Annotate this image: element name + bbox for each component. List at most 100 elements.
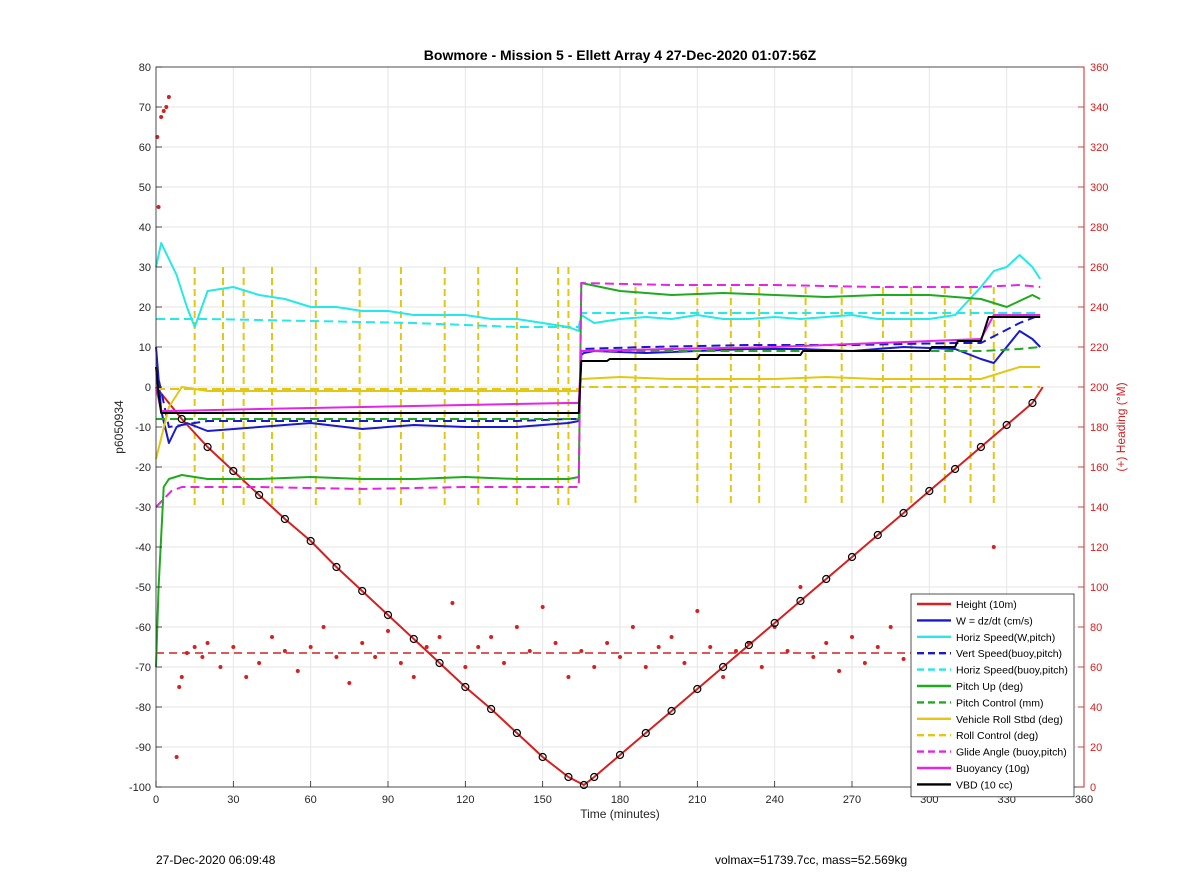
height-marker	[873, 530, 882, 540]
y-tick-label: -40	[135, 542, 151, 554]
height-marker	[615, 750, 625, 760]
height-marker	[925, 486, 934, 496]
x-tick-label: 180	[611, 794, 629, 806]
heading-point	[605, 641, 610, 645]
chart-title: Bowmore - Mission 5 - Ellett Array 4 27-…	[424, 47, 817, 63]
legend-label: Roll Control (deg)	[956, 730, 1038, 742]
heading-point	[656, 645, 661, 649]
height-marker	[770, 618, 779, 628]
y-tick-label: -20	[135, 462, 151, 474]
y2-tick-label: 80	[1090, 622, 1102, 634]
x-tick-label: 270	[843, 794, 861, 806]
series-line-w-dz-dt-cm-s	[155, 330, 1041, 444]
height-marker	[693, 684, 702, 694]
y2-tick-label: 280	[1090, 222, 1108, 234]
legend-label: Vert Speed(buoy,pitch)	[956, 648, 1062, 660]
y2-tick-label: 220	[1090, 342, 1108, 354]
heading-point	[514, 625, 519, 629]
height-marker	[744, 640, 753, 650]
heading-point	[161, 109, 166, 113]
series-line-horiz-speed-buoy-pitch	[156, 312, 1041, 328]
footer-timestamp: 27-Dec-2020 06:09:48	[156, 853, 276, 867]
heading-point	[721, 675, 726, 679]
heading-point	[708, 645, 713, 649]
heading-point	[888, 625, 893, 629]
heading-point	[901, 657, 906, 661]
y-tick-label: 40	[139, 222, 151, 234]
heading-point	[463, 665, 468, 669]
legend-label: Vehicle Roll Stbd (deg)	[956, 714, 1063, 726]
y2-tick-label: 40	[1090, 702, 1102, 714]
legend-label: Height (10m)	[956, 599, 1017, 611]
height-marker	[306, 536, 315, 546]
heading-point	[164, 105, 169, 109]
heading-point	[200, 655, 205, 659]
series-line-glide-angle-buoy-pitch	[155, 282, 1041, 508]
y2-tick-label: 140	[1090, 502, 1108, 514]
x-tick-label: 0	[153, 794, 159, 806]
y-tick-label: 20	[139, 302, 151, 314]
heading-point	[179, 675, 184, 679]
height-marker	[822, 574, 831, 584]
height-marker	[461, 682, 470, 692]
height-marker	[255, 490, 264, 500]
legend-box	[910, 593, 1075, 798]
height-marker	[203, 442, 212, 452]
heading-point	[282, 649, 287, 653]
footer-info: volmax=51739.7cc, mass=52.569kg	[715, 853, 908, 867]
x-tick-label: 240	[765, 794, 783, 806]
height-marker	[641, 728, 650, 738]
heading-point	[553, 641, 558, 645]
heading-point	[785, 649, 790, 653]
legend-label: Glide Angle (buoy,pitch)	[956, 747, 1067, 759]
legend-label: Pitch Control (mm)	[956, 697, 1044, 709]
y2-tick-label: 180	[1090, 422, 1108, 434]
x-tick-label: 30	[227, 794, 239, 806]
heading-point	[643, 665, 648, 669]
heading-point	[527, 649, 532, 653]
x-tick-label: 120	[456, 794, 474, 806]
y-tick-label: 30	[139, 262, 151, 274]
heading-point	[437, 635, 442, 639]
height-marker	[280, 514, 289, 524]
heading-point	[159, 115, 164, 119]
y2-tick-label: 0	[1090, 782, 1096, 794]
y-tick-label: -60	[135, 622, 151, 634]
heading-point	[824, 641, 829, 645]
heading-point	[156, 205, 161, 209]
heading-point	[205, 641, 210, 645]
heading-point	[177, 685, 182, 689]
heading-point	[566, 675, 571, 679]
heading-point	[630, 625, 635, 629]
legend-label: Horiz Speed(W,pitch)	[956, 632, 1055, 644]
y-axis-label: p6050934	[112, 400, 126, 454]
heading-point	[244, 675, 249, 679]
y2-tick-label: 320	[1090, 142, 1108, 154]
series-line-height-10m	[155, 386, 1044, 786]
y2-tick-label: 360	[1090, 62, 1108, 74]
y2-tick-label: 340	[1090, 102, 1108, 114]
height-marker	[951, 464, 960, 474]
legend: Height (10m) W = dz/dt (cm/s) Horiz Speed(…	[910, 593, 1075, 798]
y-tick-label: -80	[135, 702, 151, 714]
legend-label: Buoyancy (10g)	[956, 763, 1030, 775]
heading-point	[218, 665, 223, 669]
y2-axis-label: (+) Heading (°M)	[1114, 382, 1128, 471]
x-tick-label: 60	[305, 794, 317, 806]
heading-point	[837, 669, 842, 673]
y-tick-label: 50	[139, 182, 151, 194]
height-marker	[332, 562, 341, 572]
heading-point	[270, 635, 274, 639]
heading-point	[166, 95, 171, 99]
heading-point	[398, 661, 403, 665]
heading-point	[476, 645, 481, 649]
axes: 0 30 60 90 120 150 180 210 240 270 300 330 360-100-9…	[129, 62, 1108, 806]
heading-point	[540, 605, 545, 609]
heading-point	[502, 661, 506, 665]
x-axis-label: Time (minutes)	[580, 807, 660, 821]
y2-tick-label: 300	[1090, 182, 1108, 194]
heading-point	[759, 665, 764, 669]
heading-point	[373, 655, 378, 659]
heading-point	[360, 641, 365, 645]
height-marker	[383, 610, 393, 620]
